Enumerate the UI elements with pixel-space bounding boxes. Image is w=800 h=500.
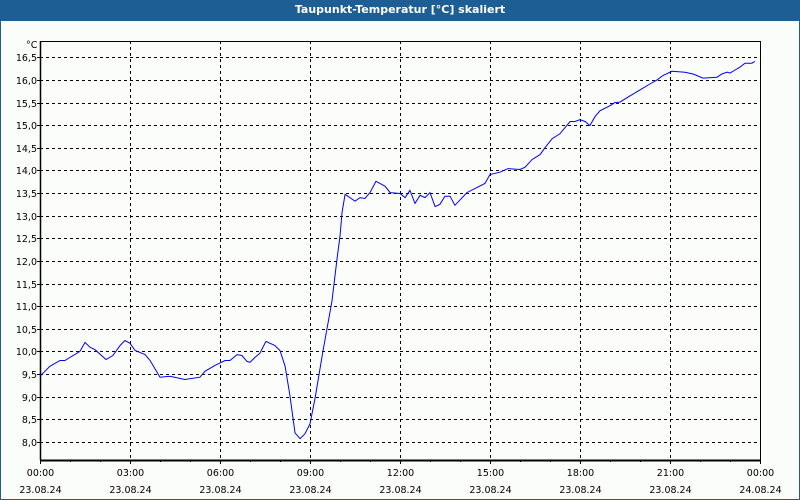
x-tick-time: 00:00 — [27, 468, 54, 479]
x-tick-date: 23.08.24 — [199, 485, 241, 496]
y-tick-label: 9,5 — [22, 370, 37, 381]
series-line-taupunkt — [39, 60, 756, 440]
x-tick-date: 23.08.24 — [109, 485, 151, 496]
x-tick-time: 06:00 — [207, 468, 234, 479]
x-tick-date: 23.08.24 — [469, 485, 511, 496]
y-tick-label: 13,5 — [16, 189, 37, 200]
x-tick-time: 18:00 — [567, 468, 594, 479]
y-tick-label: 8,0 — [22, 438, 37, 449]
y-tick-label: 15,0 — [16, 121, 37, 132]
x-tick-time: 09:00 — [297, 468, 324, 479]
x-tick-time: 00:00 — [747, 468, 774, 479]
y-tick-label: 11,5 — [16, 280, 37, 291]
x-tick-date: 23.08.24 — [19, 485, 61, 496]
y-tick-label: 14,0 — [16, 166, 37, 177]
y-tick-label: 8,5 — [22, 415, 37, 426]
y-axis-labels: 8,0 8,5 9,0 9,5 10,0 10,5 11,0 11,5 12,0 12,5 13,0… — [16, 53, 37, 449]
axes — [37, 41, 761, 464]
y-tick-label: 16,5 — [16, 53, 37, 64]
x-tick-time: 15:00 — [477, 468, 504, 479]
y-tick-label: 10,5 — [16, 325, 37, 336]
x-tick-date: 24.08.24 — [739, 485, 781, 496]
y-tick-label: 10,0 — [16, 347, 37, 358]
grid — [40, 41, 761, 460]
x-tick-time: 12:00 — [387, 468, 414, 479]
x-tick-date: 23.08.24 — [649, 485, 691, 496]
x-tick-time: 03:00 — [117, 468, 144, 479]
chart-title: Taupunkt-Temperatur [°C] skaliert — [0, 0, 800, 21]
y-tick-label: 13,0 — [16, 212, 37, 223]
y-tick-label: 12,5 — [16, 234, 37, 245]
x-tick-date: 23.08.24 — [379, 485, 421, 496]
y-tick-label: 15,5 — [16, 99, 37, 110]
y-tick-label: 11,0 — [16, 302, 37, 313]
series — [39, 60, 756, 440]
y-tick-label: 9,0 — [22, 393, 37, 404]
x-tick-date: 23.08.24 — [559, 485, 601, 496]
x-tick-date: 23.08.24 — [289, 485, 331, 496]
y-tick-label: 14,5 — [16, 144, 37, 155]
x-tick-time: 21:00 — [657, 468, 684, 479]
y-tick-label: 12,0 — [16, 257, 37, 268]
y-tick-label: 16,0 — [16, 76, 37, 87]
x-axis-labels: 00:00 23.08.24 03:00 23.08.24 06:00 23.08.24 0… — [19, 468, 781, 496]
y-axis-unit: °C — [26, 40, 38, 51]
